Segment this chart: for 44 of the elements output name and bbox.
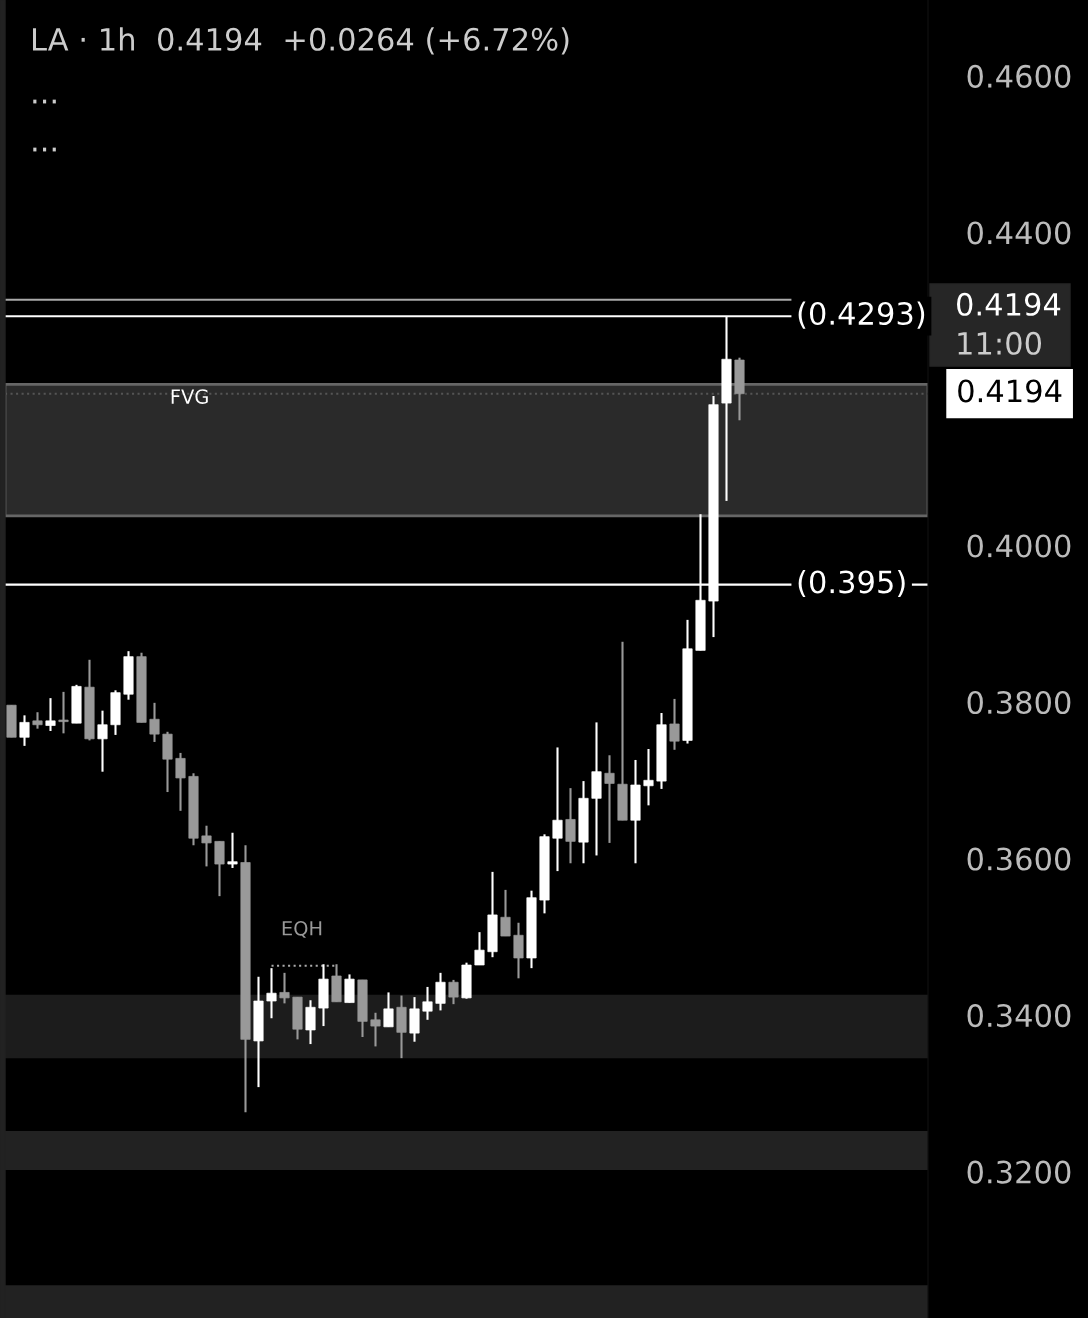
candlestick [266, 967, 277, 1020]
candlestick [552, 746, 563, 873]
candlestick [214, 840, 225, 898]
band-label: FVG [171, 389, 208, 404]
y-tick-label: 0.3800 [967, 690, 1071, 715]
candlestick [643, 747, 654, 807]
y-tick-label: 0.3200 [967, 1160, 1071, 1184]
y-tick-label: 0.4400 [967, 221, 1071, 245]
y-tick-label: 0.4600 [967, 64, 1071, 88]
annotation: EQH [282, 920, 322, 938]
candlestick [565, 787, 576, 865]
y-tick-label: 0.3400 [967, 1004, 1071, 1028]
candlestick [305, 999, 316, 1046]
candlestick [422, 985, 433, 1021]
candlestick [149, 701, 160, 743]
annotation: ... [33, 99, 56, 104]
ref-line-label: (0.4293) [798, 301, 925, 329]
candlestick [370, 1011, 381, 1048]
y-tick-label: 0.3600 [967, 847, 1071, 871]
annotation: ... [33, 147, 56, 152]
candlestick [279, 971, 290, 1005]
text: 0.4194 [957, 292, 1061, 316]
y-tick-label: 0.4000 [967, 534, 1071, 558]
candlestick [383, 991, 394, 1028]
text: 11:00 [958, 331, 1042, 355]
candlestick [669, 697, 680, 751]
candlestick [448, 978, 459, 1006]
candlestick [604, 754, 615, 844]
candlestick [201, 824, 212, 868]
candlestick [344, 973, 355, 1004]
candlestick [500, 888, 511, 938]
candlestick [513, 921, 524, 980]
candlestick [45, 697, 56, 733]
candlestick [58, 690, 69, 735]
candlestick [32, 711, 43, 730]
text: LA · 1h 0.4194 +0.0264 (+6.72%) [33, 27, 569, 55]
candlestick [19, 714, 30, 747]
ref-line-label: 0.4194 [958, 379, 1062, 403]
ref-line-label: (0.395) [798, 569, 905, 598]
candlestick [435, 971, 446, 1012]
candlestick [474, 931, 485, 967]
candlestick [227, 831, 238, 870]
candlestick [175, 751, 186, 812]
candlestick [97, 709, 108, 773]
